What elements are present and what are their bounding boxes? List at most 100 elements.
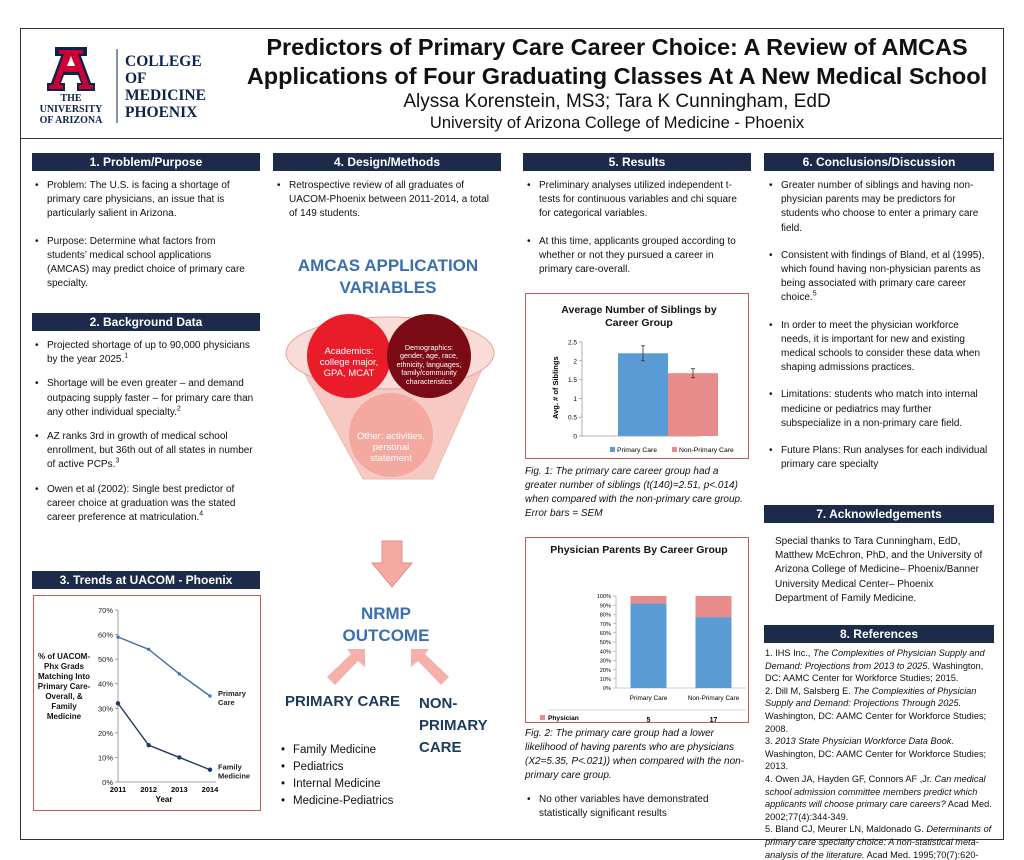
logo-college-text: COLLEGE OF MEDICINE PHOENIX [125, 53, 206, 121]
list-item: Pediatrics [279, 760, 409, 775]
poster: THE UNIVERSITY OF ARIZONA COLLEGE OF MED… [20, 28, 1004, 860]
university-logo: THE UNIVERSITY OF ARIZONA COLLEGE OF MED… [29, 39, 229, 131]
x-tick-label: 2013 [171, 785, 188, 794]
data-point [115, 701, 121, 706]
reference-item: 5. Bland CJ, Meurer LN, Maldonado G. Det… [765, 824, 992, 860]
parents-chart-title: Physician Parents By Career Group [550, 544, 728, 556]
acknowledgements-text: Special thanks to Tara Cunningham, EdD, … [775, 536, 983, 604]
conclusions-list: Greater number of siblings and having no… [767, 179, 989, 485]
bar [668, 373, 718, 436]
series-label: Family [218, 763, 243, 772]
x-tick-label: 2011 [110, 785, 126, 794]
data-label: 5 [647, 717, 651, 722]
y-tick-label: 0% [102, 778, 113, 787]
list-item: At this time, applicants grouped accordi… [525, 235, 749, 278]
series-label: Primary [218, 689, 247, 698]
siblings-chart-box: Average Number of Siblings by Career Gro… [525, 293, 749, 459]
logo-university-text: THE UNIVERSITY OF ARIZONA [39, 93, 103, 126]
y-tick-label: 80% [600, 613, 611, 619]
list-item: Owen et al (2002): Single best predictor… [33, 483, 255, 526]
primary-care-label: PRIMARY CARE [285, 693, 401, 710]
list-item: Problem: The U.S. is facing a shortage o… [33, 179, 255, 222]
x-tick-label: Non-Primary Care [688, 695, 740, 702]
figure-2-caption: Fig. 2: The primary care group had a low… [525, 728, 745, 781]
legend-swatch [672, 447, 677, 452]
y-tick-label: 40% [600, 649, 611, 655]
x-tick-label: Primary Care [630, 695, 668, 702]
logo-graphic [47, 47, 118, 123]
legend-swatch [610, 447, 615, 452]
y-tick-label: 20% [600, 668, 611, 674]
section-background-data: 2. Background Data [32, 313, 260, 331]
parents-stacked-chart: 0% 10% 20% 30% 40% 50% 60% 70% 80% 90% 100% Primary… [540, 594, 746, 747]
background-list: Projected shortage of up to 90,000 physi… [33, 339, 255, 535]
outcome-arrows [327, 649, 449, 685]
y-tick-label: 1 [573, 396, 577, 403]
y-tick-label: 70% [98, 606, 113, 615]
data-point [208, 694, 212, 698]
list-item: Retrospective review of all graduates of… [275, 179, 497, 222]
y-tick-label: 2 [573, 358, 577, 365]
list-item: Purpose: Determine what factors from stu… [33, 235, 255, 292]
bar-segment [630, 603, 667, 688]
references-list: 1. IHS Inc., The Complexities of Physici… [765, 647, 993, 860]
bar-segment [695, 596, 732, 618]
reference-item: 1. IHS Inc., The Complexities of Physici… [765, 648, 985, 684]
data-point [147, 647, 151, 651]
reference-item: 3. 2013 State Physician Workforce Data B… [765, 736, 987, 772]
legend-label: Physician [548, 715, 579, 722]
reference-item: 4. Owen JA, Hayden GF, Connors AF ,Jr. C… [765, 773, 992, 822]
design-list: Retrospective review of all graduates of… [275, 179, 497, 235]
siblings-chart-title: Average Number of Siblings by Career Gro… [561, 304, 717, 329]
trends-line-chart: 0% 10% 20% 30% 40% 50% 60% 70% 2011 2012 2013 2014 Y… [98, 606, 250, 804]
y-tick-label: 20% [98, 729, 113, 738]
trends-chart-box: 0% 10% 20% 30% 40% 50% 60% 70% 2011 2012 2013 2014 Y… [33, 595, 261, 811]
y-tick-label: 2.5 [568, 340, 577, 347]
parents-chart-box: Physician Parents By Career Group 0% 10% 2… [525, 537, 749, 747]
y-tick-label: 10% [98, 753, 113, 762]
bar-segment [630, 596, 667, 604]
data-point [207, 767, 213, 772]
primary-care-specialties: Family Medicine Pediatrics Internal Medi… [279, 743, 409, 811]
poster-authors: Alyssa Korenstein, MS3; Tara K Cunningha… [403, 91, 831, 112]
results-final-list: No other variables have demonstrated sta… [525, 793, 747, 834]
nrmp-outcome-label: NRMP OUTCOME [342, 604, 430, 645]
y-tick-label: 0 [573, 434, 577, 441]
y-tick-label: 30% [600, 659, 611, 665]
section-conclusions: 6. Conclusions/Discussion [764, 153, 994, 171]
list-item: Internal Medicine [279, 777, 409, 792]
list-item: Greater number of siblings and having no… [767, 179, 989, 236]
data-point [116, 635, 120, 639]
y-tick-label: 40% [98, 680, 113, 689]
list-item: Consistent with findings of Bland, et al… [767, 249, 989, 306]
poster-affiliation: University of Arizona College of Medicin… [429, 114, 805, 132]
y-tick-label: 90% [600, 603, 611, 609]
data-point [177, 755, 182, 760]
x-tick-label: 2012 [140, 785, 157, 794]
data-label: 17 [710, 717, 718, 722]
y-axis-label: Avg. # of Siblings [551, 356, 560, 419]
legend-label: Non-Primary Care [679, 447, 734, 454]
poster-header: THE UNIVERSITY OF ARIZONA COLLEGE OF MED… [21, 29, 1002, 139]
section-references: 8. References [764, 625, 994, 643]
trends-ylabel: % of UACOM-Phx Grads Matching Into Prima… [37, 652, 91, 721]
series-line [117, 636, 211, 697]
list-item: Future Plans: Run analyses for each indi… [767, 444, 989, 472]
bar-segment [695, 617, 732, 688]
y-tick-label: 70% [600, 622, 611, 628]
series-label: Medicine [218, 772, 250, 781]
section-design-methods: 4. Design/Methods [273, 153, 501, 171]
list-item: No other variables have demonstrated sta… [525, 793, 747, 821]
y-tick-label: 100% [597, 594, 611, 600]
other-label: Other: activities, personal statement [356, 431, 426, 464]
y-tick-label: 0.5 [568, 415, 577, 422]
y-tick-label: 50% [600, 640, 611, 646]
list-item: Preliminary analyses utilized independen… [525, 179, 749, 222]
y-tick-label: 10% [600, 677, 611, 683]
list-item: Shortage will be even greater – and dema… [33, 377, 255, 420]
siblings-bar-chart: 0 0.5 1 1.5 2 2.5 Avg. # of Siblings Primary Ca… [551, 340, 734, 455]
section-results: 5. Results [523, 153, 751, 171]
list-item: Family Medicine [279, 743, 409, 758]
reference-item: 2. Dill M, Salsberg E. The Complexities … [765, 685, 987, 734]
y-tick-label: 60% [600, 631, 611, 637]
